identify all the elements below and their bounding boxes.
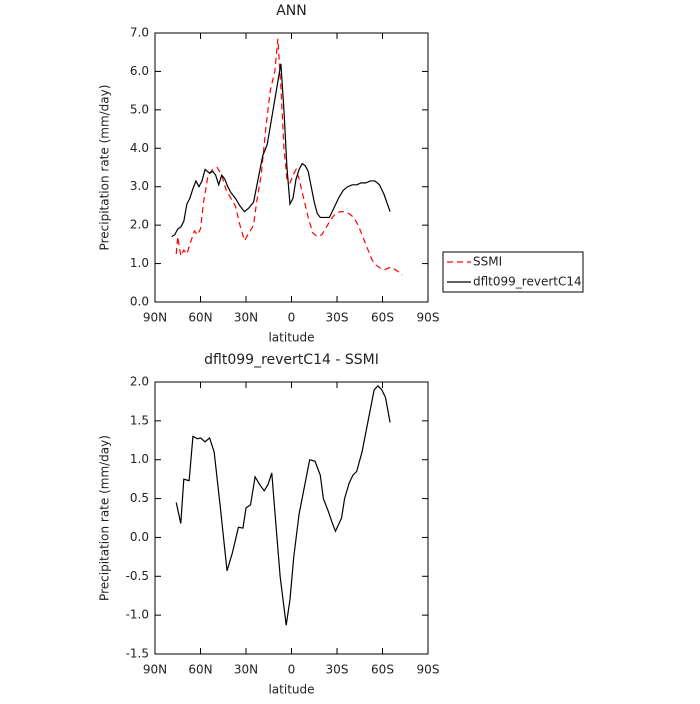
legend-label: dflt099_revertC14 <box>473 275 582 289</box>
y-tick-label: 7.0 <box>130 26 149 40</box>
x-tick-label: 90S <box>417 663 440 677</box>
plot-frame <box>154 381 429 655</box>
y-tick-label: 2.0 <box>130 218 149 232</box>
y-tick-label: 1.0 <box>130 256 149 270</box>
y-tick-label: -1.0 <box>126 608 149 622</box>
y-axis-label: Precipitation rate (mm/day) <box>98 435 112 601</box>
x-tick-label: 0 <box>288 311 296 325</box>
x-tick-label: 30N <box>234 663 258 677</box>
y-tick-label: 2.0 <box>130 375 149 389</box>
y-tick-label: 1.5 <box>130 413 149 427</box>
x-axis-label: latitude <box>268 683 314 697</box>
x-axis-label: latitude <box>268 331 314 345</box>
chart-title: ANN <box>276 3 307 19</box>
x-tick-label: 60S <box>371 311 394 325</box>
y-axis-label: Precipitation rate (mm/day) <box>98 85 112 251</box>
y-tick-label: 0.0 <box>130 295 149 309</box>
x-tick-label: 90S <box>417 311 440 325</box>
x-tick-label: 30N <box>234 311 258 325</box>
y-tick-label: 6.0 <box>130 64 149 78</box>
y-tick-label: -1.5 <box>126 647 149 661</box>
x-tick-label: 30S <box>326 311 349 325</box>
y-tick-label: 1.0 <box>130 452 149 466</box>
data-line <box>171 63 391 238</box>
x-tick-label: 90N <box>143 663 167 677</box>
x-tick-label: 60N <box>188 311 212 325</box>
legend-box <box>442 251 584 293</box>
data-line <box>175 38 403 276</box>
x-tick-label: 0 <box>288 663 296 677</box>
y-tick-label: 5.0 <box>130 102 149 116</box>
data-line <box>175 385 391 626</box>
y-tick-label: 4.0 <box>130 141 149 155</box>
x-tick-label: 60N <box>188 663 212 677</box>
y-tick-label: 3.0 <box>130 179 149 193</box>
x-tick-label: 30S <box>326 663 349 677</box>
plot-frame <box>154 32 429 303</box>
y-tick-label: -0.5 <box>126 569 149 583</box>
x-tick-label: 60S <box>371 663 394 677</box>
legend-label: SSMI <box>473 255 502 269</box>
y-tick-label: 0.5 <box>130 491 149 505</box>
x-tick-label: 90N <box>143 311 167 325</box>
y-tick-label: 0.0 <box>130 530 149 544</box>
chart-title: dflt099_revertC14 - SSMI <box>204 352 379 368</box>
